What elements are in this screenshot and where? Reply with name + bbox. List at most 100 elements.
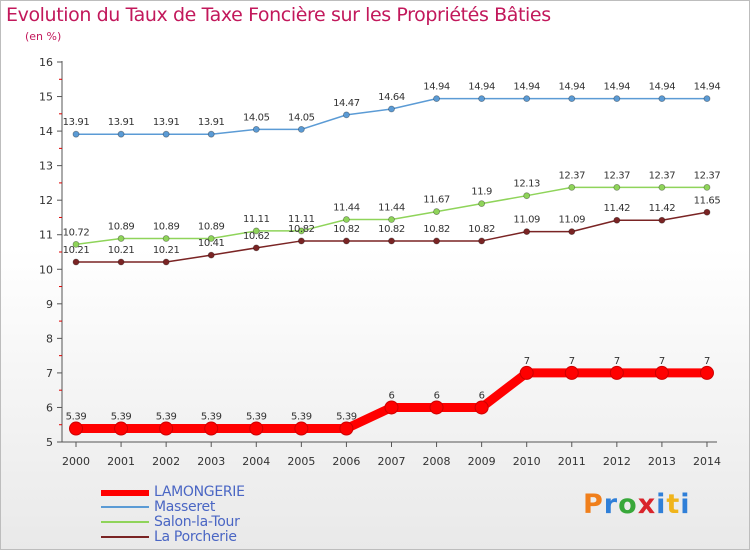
data-label-salon-la-tour: 11.11 xyxy=(243,214,270,225)
data-point-masseret xyxy=(568,95,576,103)
logo-letter: P xyxy=(583,489,604,520)
legend-label-lamongerie: LAMONGERIE xyxy=(154,484,245,500)
data-point-la-porcherie xyxy=(72,258,80,266)
data-point-la-porcherie xyxy=(433,237,440,245)
data-label-la-porcherie: 10.82 xyxy=(468,224,495,235)
y-axis-ticks: 5 6 7 8 9 10 11 12 13 14 15 16 xyxy=(39,56,62,449)
data-point-salon-la-tour xyxy=(252,227,260,235)
data-label-masseret: 14.64 xyxy=(378,92,405,103)
data-label-masseret: 14.94 xyxy=(558,82,585,93)
data-label-masseret: 13.91 xyxy=(108,117,135,128)
data-point-salon-la-tour xyxy=(162,235,170,242)
data-point-lamongerie xyxy=(699,365,714,380)
data-point-masseret xyxy=(117,130,125,138)
x-tick-label: 2013 xyxy=(648,455,676,468)
data-point-lamongerie xyxy=(519,365,534,380)
data-point-lamongerie xyxy=(114,421,129,436)
data-point-masseret xyxy=(703,95,711,103)
data-point-lamongerie xyxy=(429,400,444,415)
x-tick-label: 2009 xyxy=(468,455,496,468)
y-tick-label: 16 xyxy=(39,56,53,69)
chart-title: Evolution du Taux de Taxe Foncière sur l… xyxy=(6,4,551,26)
data-point-masseret xyxy=(478,95,486,103)
data-point-salon-la-tour xyxy=(523,192,531,200)
data-point-la-porcherie xyxy=(478,237,486,245)
legend-swatch-lamongerie xyxy=(101,490,149,496)
data-point-la-porcherie xyxy=(297,237,305,245)
data-label-la-porcherie: 10.41 xyxy=(198,238,225,249)
x-tick-label: 2014 xyxy=(693,455,721,468)
data-label-masseret: 14.94 xyxy=(423,82,450,93)
legend-swatch-la-porcherie xyxy=(101,536,149,538)
data-point-la-porcherie xyxy=(568,228,576,236)
y-tick-label: 5 xyxy=(46,436,53,449)
data-label-la-porcherie: 11.42 xyxy=(649,203,676,214)
x-tick-label: 2011 xyxy=(558,455,586,468)
data-label-salon-la-tour: 12.37 xyxy=(558,170,585,181)
data-label-salon-la-tour: 12.37 xyxy=(604,170,631,181)
data-point-salon-la-tour xyxy=(478,200,486,208)
data-point-salon-la-tour xyxy=(613,183,621,191)
data-label-la-porcherie: 10.82 xyxy=(423,224,450,235)
data-label-la-porcherie: 10.21 xyxy=(108,245,135,256)
x-tick-label: 2000 xyxy=(62,455,90,468)
x-tick-label: 2012 xyxy=(603,455,631,468)
series-line-salon-la-tour xyxy=(75,186,707,246)
data-label-la-porcherie: 10.82 xyxy=(288,224,315,235)
y-tick-label: 9 xyxy=(46,298,53,311)
data-point-lamongerie xyxy=(204,421,219,436)
x-tick-label: 2006 xyxy=(332,455,360,468)
data-point-salon-la-tour xyxy=(658,183,666,191)
x-tick-label: 2007 xyxy=(377,455,405,468)
data-label-salon-la-tour: 12.13 xyxy=(513,179,540,190)
data-point-masseret xyxy=(162,130,170,138)
data-labels-layer: 13.91 13.91 13.91 13.91 14.05 14.05 14.47 14.64… xyxy=(63,82,721,423)
data-point-la-porcherie xyxy=(388,237,395,245)
data-point-masseret xyxy=(72,130,80,138)
series-salon-la-tour xyxy=(72,183,711,248)
y-tick-label: 6 xyxy=(46,401,53,414)
data-point-lamongerie xyxy=(159,421,174,436)
y-tick-label: 10 xyxy=(39,263,53,276)
x-tick-label: 2004 xyxy=(242,455,270,468)
data-label-la-porcherie: 11.65 xyxy=(694,195,721,206)
data-point-la-porcherie xyxy=(613,216,621,224)
data-point-la-porcherie xyxy=(343,237,350,245)
data-point-salon-la-tour xyxy=(703,183,711,191)
data-point-lamongerie xyxy=(474,400,489,415)
x-tick-label: 2005 xyxy=(287,455,315,468)
chart-subtitle: (en %) xyxy=(25,30,62,43)
data-point-masseret xyxy=(523,95,531,103)
data-point-lamongerie xyxy=(69,421,83,436)
data-label-la-porcherie: 11.42 xyxy=(604,203,631,214)
data-label-la-porcherie: 10.62 xyxy=(243,231,270,242)
y-tick-label: 15 xyxy=(39,91,53,104)
data-label-lamongerie: 5.39 xyxy=(201,412,222,423)
y-tick-label: 11 xyxy=(39,229,53,242)
data-label-masseret: 13.91 xyxy=(63,117,90,128)
data-label-la-porcherie: 10.21 xyxy=(63,245,90,256)
data-label-salon-la-tour: 10.89 xyxy=(153,222,180,233)
legend-label-masseret: Masseret xyxy=(154,499,216,515)
data-point-salon-la-tour xyxy=(388,216,395,223)
x-tick-label: 2003 xyxy=(197,455,225,468)
data-point-la-porcherie xyxy=(523,228,531,236)
data-label-masseret: 13.91 xyxy=(153,117,180,128)
x-tick-label: 2010 xyxy=(513,455,541,468)
legend-label-salon-la-tour: Salon-la-Tour xyxy=(154,514,240,530)
data-label-lamongerie: 5.39 xyxy=(291,412,312,423)
y-tick-label: 8 xyxy=(46,332,53,345)
data-point-masseret xyxy=(297,125,305,133)
data-point-la-porcherie xyxy=(658,216,666,224)
data-point-lamongerie xyxy=(294,421,309,436)
data-label-lamongerie: 7 xyxy=(569,356,575,367)
x-tick-label: 2008 xyxy=(423,455,451,468)
x-tick-label: 2001 xyxy=(107,455,135,468)
data-label-salon-la-tour: 11.44 xyxy=(378,203,405,214)
y-tick-label: 14 xyxy=(39,125,53,138)
data-point-salon-la-tour xyxy=(72,240,80,248)
data-point-salon-la-tour xyxy=(433,208,440,215)
logo-letter: i xyxy=(680,489,691,520)
